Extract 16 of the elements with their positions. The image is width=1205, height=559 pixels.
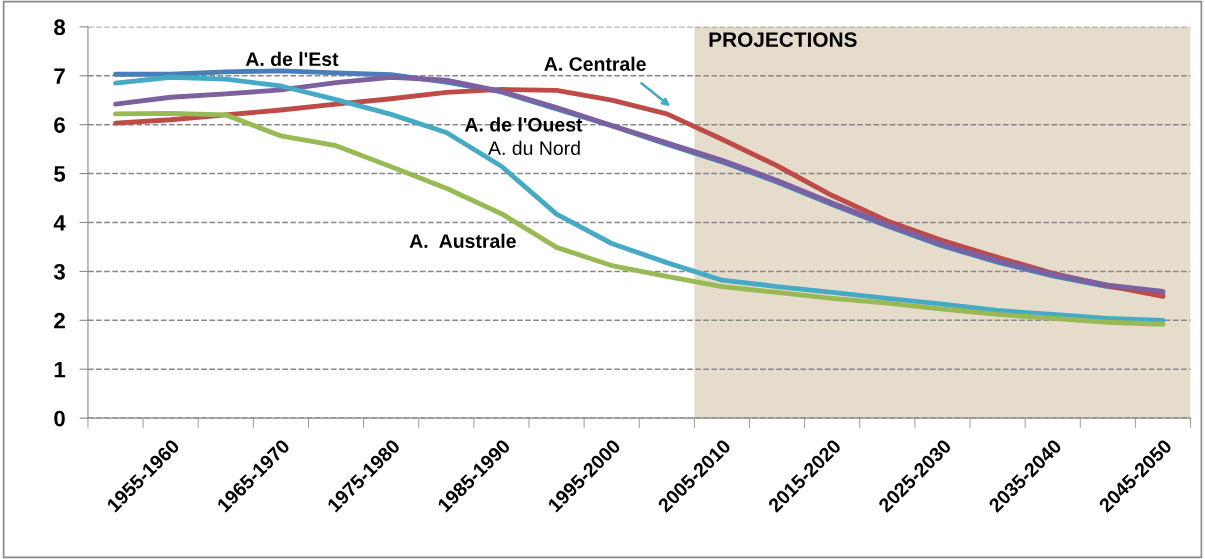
y-tick-label: 1	[54, 361, 66, 378]
y-tick-label: 6	[54, 117, 65, 133]
series-label: A. du Nord	[488, 140, 580, 156]
y-tick-label: 8	[54, 19, 66, 36]
line-series	[113, 110, 1166, 327]
y-tick-label: 4	[53, 215, 66, 231]
series-label: A. de l'Est	[245, 51, 339, 67]
series-label: A. Australe	[409, 233, 516, 248]
y-tick-label: 5	[54, 166, 66, 182]
series-label: A. de l'Ouest	[464, 117, 583, 132]
band-label: PROJECTIONS	[709, 32, 857, 48]
y-tick-label: 0	[54, 410, 65, 427]
y-tick-label: 2	[54, 312, 65, 329]
series-label: A. Centrale	[544, 56, 646, 71]
y-tick-label: 7	[54, 68, 65, 84]
y-tick-label: 3	[53, 263, 65, 280]
